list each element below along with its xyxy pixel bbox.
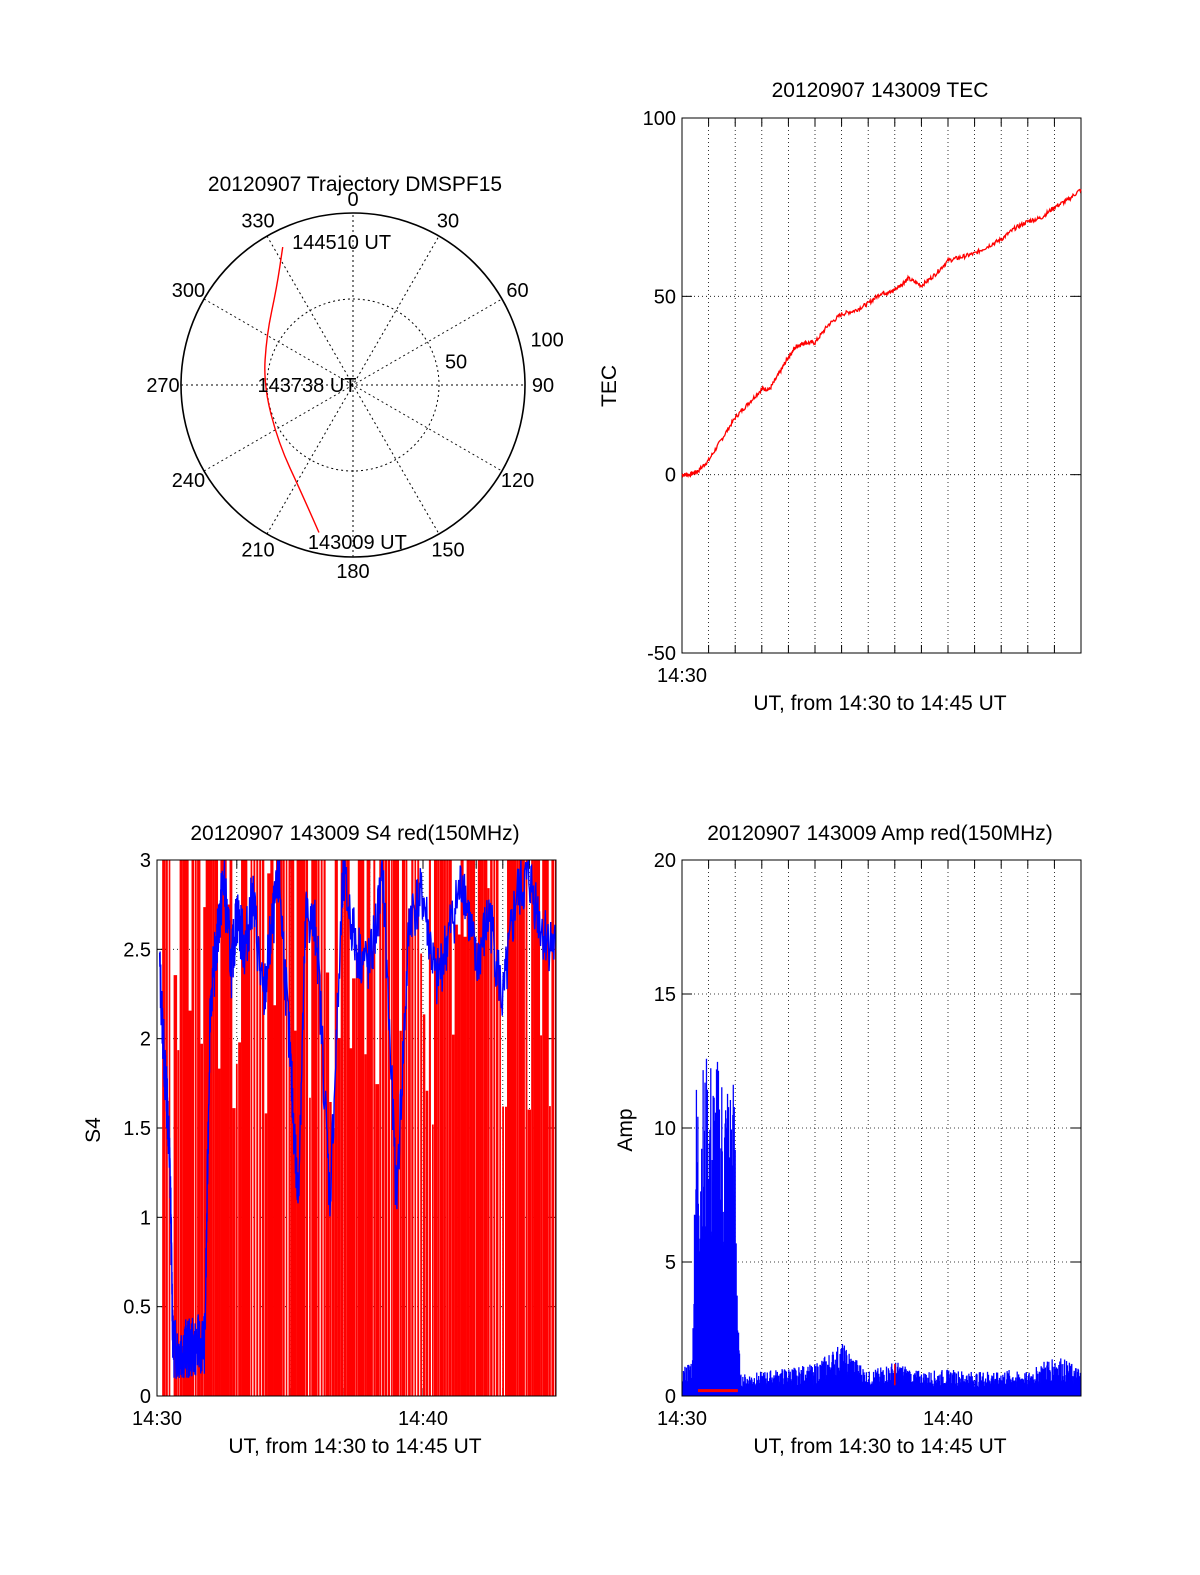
tec-y-tick-label: 100 — [643, 108, 676, 130]
s4-red-series — [162, 860, 556, 1396]
polar-time-annotation: 143009 UT — [308, 532, 407, 554]
polar-trajectory-line — [264, 246, 320, 533]
polar-azimuth-label: 210 — [241, 540, 274, 562]
tec-x-tick-label: 14:30 — [657, 665, 707, 687]
polar-azimuth-label: 240 — [172, 470, 205, 492]
polar-radial-labels: 50 100 — [445, 329, 564, 373]
polar-azimuth-label: 120 — [501, 470, 534, 492]
tec-series-line — [681, 188, 1082, 479]
tec-y-tick-label: -50 — [647, 643, 676, 665]
s4-title: 20120907 143009 S4 red(150MHz) — [190, 822, 519, 845]
polar-inner-ring — [266, 298, 440, 472]
s4-x-tick-labels: 14:30 14:40 — [132, 1408, 448, 1430]
tec-y-tick-labels: 100 50 0 -50 — [643, 108, 676, 665]
polar-panel: 20120907 Trajectory DMSPF15 0 30 60 90 120 15… — [146, 173, 564, 583]
s4-y-tick-label: 1.5 — [123, 1118, 151, 1140]
s4-blue-series-line — [158, 860, 556, 1379]
polar-azimuth-labels: 0 30 60 90 120 150 180 210 240 270 300 330 — [146, 189, 554, 583]
s4-xlabel: UT, from 14:30 to 14:45 UT — [228, 1435, 481, 1458]
polar-time-annotation: 144510 UT — [292, 232, 391, 254]
polar-azimuth-label: 300 — [172, 280, 205, 302]
amp-y-tick-label: 0 — [665, 1386, 676, 1408]
polar-azimuth-label: 180 — [336, 561, 369, 583]
amp-y-tick-labels: 20 15 10 5 0 — [654, 850, 676, 1408]
s4-x-tick-label: 14:40 — [398, 1408, 448, 1430]
polar-annotations: 144510 UT 143738 UT 143009 UT — [258, 232, 407, 554]
tec-y-tick-label: 50 — [654, 286, 676, 308]
polar-azimuth-label: 60 — [506, 280, 528, 302]
tec-x-tick-labels: 14:30 — [657, 665, 707, 687]
s4-y-tick-label: 2.5 — [123, 939, 151, 961]
s4-y-tick-label: 1 — [140, 1207, 151, 1229]
amp-title: 20120907 143009 Amp red(150MHz) — [707, 822, 1053, 845]
polar-radial-label: 100 — [530, 329, 563, 351]
polar-azimuth-label: 30 — [437, 210, 459, 232]
polar-azimuth-label: 270 — [146, 375, 179, 397]
amp-xlabel: UT, from 14:30 to 14:45 UT — [753, 1435, 1006, 1458]
s4-y-tick-label: 2 — [140, 1029, 151, 1051]
tec-y-tick-label: 0 — [665, 465, 676, 487]
polar-azimuth-label: 0 — [347, 189, 358, 211]
amp-x-tick-label: 14:30 — [657, 1408, 707, 1430]
amp-grid — [682, 859, 1081, 1397]
polar-time-annotation: 143738 UT — [258, 375, 357, 397]
polar-azimuth-label: 330 — [241, 210, 274, 232]
amp-ylabel: Amp — [614, 1108, 637, 1151]
s4-y-tick-label: 0 — [140, 1386, 151, 1408]
amp-y-tick-label: 15 — [654, 984, 676, 1006]
amp-series — [682, 1058, 1081, 1396]
tec-panel: 20120907 143009 TEC 100 50 0 -50 14:30 UT, … — [598, 79, 1082, 715]
s4-y-tick-labels: 3 2.5 2 1.5 1 0.5 0 — [123, 850, 151, 1408]
tec-ylabel: TEC — [598, 365, 621, 407]
s4-y-tick-label: 3 — [140, 850, 151, 872]
amp-panel: 20120907 143009 Amp red(150MHz) 20 15 10 5 0… — [614, 822, 1082, 1458]
s4-x-tick-label: 14:30 — [132, 1408, 182, 1430]
polar-azimuth-label: 150 — [431, 540, 464, 562]
s4-plot-frame — [156, 859, 557, 1397]
polar-azimuth-label: 90 — [532, 375, 554, 397]
amp-x-tick-label: 14:40 — [923, 1408, 973, 1430]
amp-y-tick-label: 5 — [665, 1252, 676, 1274]
tec-plot-frame — [681, 117, 1082, 654]
tec-xlabel: UT, from 14:30 to 14:45 UT — [753, 692, 1006, 715]
amp-x-tick-labels: 14:30 14:40 — [657, 1408, 973, 1430]
polar-spoke — [266, 235, 440, 535]
polar-radial-label: 50 — [445, 352, 467, 374]
s4-panel: 20120907 143009 S4 red(150MHz) 3 2.5 2 1.5 1… — [82, 822, 557, 1458]
tec-title: 20120907 143009 TEC — [772, 79, 989, 102]
s4-ylabel: S4 — [82, 1117, 105, 1143]
s4-y-tick-label: 0.5 — [123, 1297, 151, 1319]
polar-title: 20120907 Trajectory DMSPF15 — [208, 173, 502, 196]
tec-grid — [682, 117, 1081, 654]
amp-y-tick-label: 10 — [654, 1118, 676, 1140]
polar-grid — [180, 212, 526, 558]
amp-plot-frame — [681, 859, 1082, 1397]
amp-y-tick-label: 20 — [654, 850, 676, 872]
